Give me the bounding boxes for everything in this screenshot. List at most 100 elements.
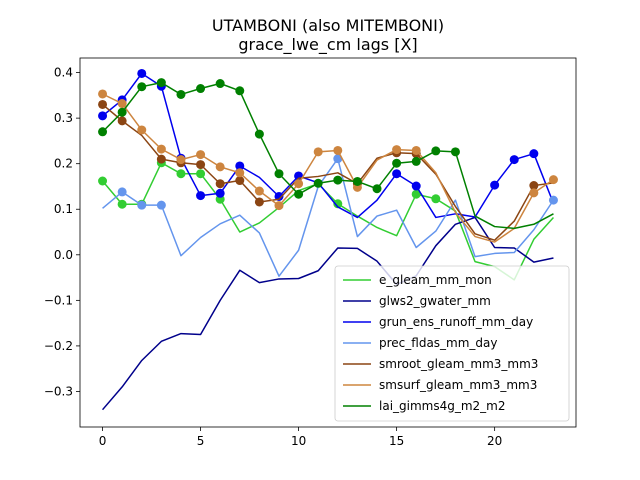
data-point-e_gleam_mm_mon	[431, 194, 441, 204]
series-line-prec_fldas_mm_day	[102, 157, 555, 277]
data-point-smsurf_gleam_mm3_mm3	[156, 144, 166, 154]
data-point-prec_fldas_mm_day	[137, 200, 147, 210]
axes-border	[79, 57, 577, 428]
chart-title-line2: grace_lwe_cm lags [X]	[238, 35, 417, 55]
data-point-lai_gimms4g_m2_m2	[352, 176, 362, 186]
data-point-lai_gimms4g_m2_m2	[431, 146, 441, 156]
data-point-lai_gimms4g_m2_m2	[176, 89, 186, 99]
legend-label-grun_ens_runoff_mm_day: grun_ens_runoff_mm_day	[379, 315, 533, 329]
data-point-lai_gimms4g_m2_m2	[392, 158, 402, 168]
data-point-smsurf_gleam_mm3_mm3	[392, 145, 402, 155]
data-point-smroot_gleam_mm3_mm3	[196, 160, 206, 170]
data-point-grun_ens_runoff_mm_day	[235, 161, 245, 171]
series-line-glws2_gwater_mm	[101, 216, 554, 411]
data-point-smroot_gleam_mm3_mm3	[98, 99, 108, 109]
legend-label-glws2_gwater_mm: glws2_gwater_mm	[379, 294, 491, 308]
data-point-prec_fldas_mm_day	[117, 187, 127, 197]
y-tick-label: 0.0	[54, 248, 73, 262]
legend-label-smsurf_gleam_mm3_mm3: smsurf_gleam_mm3_mm3	[379, 378, 537, 392]
data-point-e_gleam_mm_mon	[98, 176, 108, 186]
data-point-prec_fldas_mm_day	[548, 195, 558, 205]
data-point-lai_gimms4g_m2_m2	[372, 184, 382, 194]
data-point-smroot_gleam_mm3_mm3	[254, 197, 264, 207]
y-tick-label: 0.2	[54, 157, 73, 171]
data-point-smroot_gleam_mm3_mm3	[215, 179, 225, 189]
legend-label-e_gleam_mm_mon: e_gleam_mm_mon	[379, 273, 492, 287]
data-point-lai_gimms4g_m2_m2	[274, 169, 284, 179]
data-point-lai_gimms4g_m2_m2	[294, 189, 304, 199]
data-point-smsurf_gleam_mm3_mm3	[196, 150, 206, 160]
axes-frame	[79, 57, 577, 428]
data-point-smsurf_gleam_mm3_mm3	[176, 155, 186, 165]
x-axis: 0 5 10 15 20	[99, 427, 502, 448]
data-point-grun_ens_runoff_mm_day	[215, 188, 225, 198]
data-point-smsurf_gleam_mm3_mm3	[294, 179, 304, 189]
data-point-smroot_gleam_mm3_mm3	[529, 181, 539, 191]
x-tick-label: 15	[389, 434, 404, 448]
data-point-prec_fldas_mm_day	[156, 200, 166, 210]
data-point-grun_ens_runoff_mm_day	[98, 111, 108, 121]
y-axis: −0.3 −0.2 −0.1 0.0 0.1 0.2 0.3 0.4	[44, 66, 80, 398]
data-point-grun_ens_runoff_mm_day	[274, 191, 284, 201]
data-point-smsurf_gleam_mm3_mm3	[274, 201, 284, 211]
x-tick-label: 10	[291, 434, 306, 448]
data-point-lai_gimms4g_m2_m2	[254, 129, 264, 139]
data-point-grun_ens_runoff_mm_day	[137, 68, 147, 78]
data-point-lai_gimms4g_m2_m2	[450, 147, 460, 157]
plot-area	[98, 68, 558, 411]
x-tick-label: 20	[487, 434, 502, 448]
data-point-grun_ens_runoff_mm_day	[490, 180, 500, 190]
data-point-prec_fldas_mm_day	[333, 154, 343, 164]
series-line-grun_ens_runoff_mm_day	[102, 72, 555, 219]
data-point-smsurf_gleam_mm3_mm3	[548, 175, 558, 185]
y-tick-label: −0.3	[44, 384, 73, 398]
data-point-smroot_gleam_mm3_mm3	[117, 116, 127, 126]
legend-label-prec_fldas_mm_day: prec_fldas_mm_day	[379, 336, 498, 350]
data-point-smsurf_gleam_mm3_mm3	[215, 162, 225, 172]
data-point-e_gleam_mm_mon	[333, 199, 343, 209]
data-point-lai_gimms4g_m2_m2	[333, 175, 343, 185]
y-tick-label: −0.1	[44, 293, 73, 307]
legend-label-smroot_gleam_mm3_mm3: smroot_gleam_mm3_mm3	[379, 357, 538, 371]
data-point-smsurf_gleam_mm3_mm3	[529, 188, 539, 198]
data-point-lai_gimms4g_m2_m2	[156, 78, 166, 88]
data-point-smsurf_gleam_mm3_mm3	[117, 99, 127, 109]
data-point-lai_gimms4g_m2_m2	[313, 178, 323, 188]
data-point-smsurf_gleam_mm3_mm3	[137, 125, 147, 135]
data-point-smsurf_gleam_mm3_mm3	[98, 89, 108, 99]
legend-box	[334, 265, 570, 422]
data-point-smsurf_gleam_mm3_mm3	[254, 186, 264, 196]
data-point-smsurf_gleam_mm3_mm3	[235, 168, 245, 178]
data-point-grun_ens_runoff_mm_day	[411, 181, 421, 191]
data-point-smsurf_gleam_mm3_mm3	[333, 145, 343, 155]
chart-title-line1: UTAMBONI (also MITEMBONI)	[212, 16, 444, 35]
y-tick-label: 0.3	[54, 111, 73, 125]
data-point-lai_gimms4g_m2_m2	[98, 127, 108, 137]
data-point-smroot_gleam_mm3_mm3	[156, 154, 166, 164]
data-point-e_gleam_mm_mon	[176, 169, 186, 179]
x-tick-label: 5	[197, 434, 205, 448]
data-point-lai_gimms4g_m2_m2	[137, 82, 147, 92]
y-tick-label: 0.4	[54, 66, 73, 80]
data-point-lai_gimms4g_m2_m2	[196, 84, 206, 94]
legend: e_gleam_mm_mon glws2_gwater_mm grun_ens_ru…	[334, 265, 570, 422]
data-point-lai_gimms4g_m2_m2	[411, 156, 421, 166]
data-point-smsurf_gleam_mm3_mm3	[313, 147, 323, 157]
data-point-lai_gimms4g_m2_m2	[215, 79, 225, 89]
data-point-smroot_gleam_mm3_mm3	[235, 176, 245, 186]
data-point-e_gleam_mm_mon	[411, 189, 421, 199]
data-point-lai_gimms4g_m2_m2	[235, 86, 245, 96]
data-point-e_gleam_mm_mon	[117, 199, 127, 209]
data-point-grun_ens_runoff_mm_day	[509, 155, 519, 165]
legend-label-lai_gimms4g_m2_m2: lai_gimms4g_m2_m2	[379, 399, 506, 413]
data-point-grun_ens_runoff_mm_day	[392, 169, 402, 179]
x-tick-label: 0	[99, 434, 107, 448]
y-tick-label: 0.1	[54, 202, 73, 216]
data-point-lai_gimms4g_m2_m2	[117, 107, 127, 117]
data-point-e_gleam_mm_mon	[196, 169, 206, 179]
data-point-grun_ens_runoff_mm_day	[196, 191, 206, 201]
data-point-grun_ens_runoff_mm_day	[529, 149, 539, 159]
data-point-smsurf_gleam_mm3_mm3	[411, 145, 421, 155]
y-tick-label: −0.2	[44, 339, 73, 353]
